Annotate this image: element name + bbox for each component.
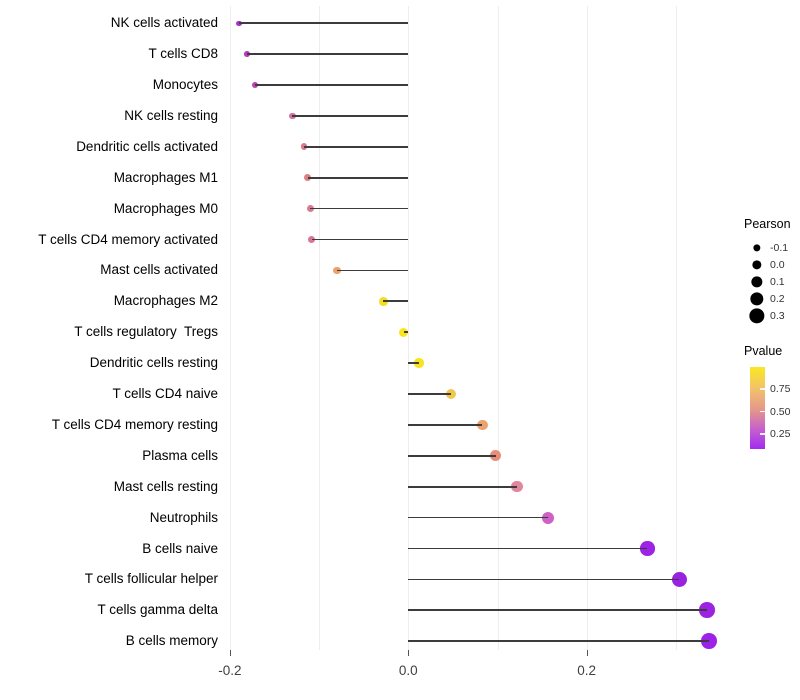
data-point-dot bbox=[640, 541, 655, 556]
pvalue-legend-label: 0.25 bbox=[770, 428, 791, 440]
y-axis-label: Mast cells resting bbox=[113, 478, 218, 494]
x-gridline bbox=[319, 6, 321, 650]
lollipop-segment bbox=[336, 269, 409, 272]
data-point-dot bbox=[308, 236, 316, 243]
pearson-legend-label: 0.3 bbox=[770, 309, 785, 322]
lollipop-segment bbox=[246, 53, 409, 55]
lollipop-segment bbox=[292, 115, 409, 117]
data-point-dot bbox=[490, 450, 502, 462]
pearson-legend-label: -0.1 bbox=[770, 241, 789, 254]
x-axis-tick bbox=[229, 650, 231, 656]
x-gridline bbox=[586, 6, 588, 650]
data-point-dot bbox=[446, 388, 457, 399]
data-point-dot bbox=[671, 571, 687, 587]
lollipop-segment bbox=[408, 578, 680, 581]
data-point-dot bbox=[333, 266, 341, 275]
pearson-legend-dot bbox=[753, 243, 761, 252]
y-axis-label: T cells gamma delta bbox=[97, 602, 218, 618]
x-axis-tick-label: 0.0 bbox=[398, 663, 418, 678]
lollipop-segment bbox=[408, 485, 518, 488]
lollipop-segment bbox=[254, 84, 409, 86]
y-axis-label: NK cells activated bbox=[110, 15, 218, 31]
pearson-legend-item: 0.1 bbox=[744, 273, 800, 290]
lollipop-segment bbox=[303, 145, 409, 148]
pvalue-legend-tick bbox=[760, 410, 765, 412]
y-axis-label: B cells naive bbox=[142, 540, 218, 556]
pvalue-color-legend: Pvalue 0.75 0.50 0.25 bbox=[744, 344, 800, 449]
lollipop-segment bbox=[310, 207, 409, 210]
x-gridline bbox=[497, 6, 499, 650]
lollipop-segment bbox=[408, 516, 549, 519]
pearson-legend-dot bbox=[749, 307, 765, 324]
y-axis-label: Neutrophils bbox=[149, 509, 218, 525]
pearson-legend-item: 0.2 bbox=[744, 290, 800, 307]
lollipop-segment bbox=[238, 22, 409, 25]
pvalue-legend-label: 0.50 bbox=[770, 405, 791, 418]
y-axis-label: Monocytes bbox=[152, 77, 218, 92]
data-point-dot bbox=[542, 511, 555, 524]
pvalue-legend-title: Pvalue bbox=[744, 344, 783, 358]
pearson-legend-dot bbox=[751, 275, 763, 288]
lollipop-segment bbox=[408, 454, 496, 457]
pearson-legend-label: 0.2 bbox=[770, 292, 785, 305]
data-point-dot bbox=[236, 20, 242, 26]
x-axis-tick-label: 0.2 bbox=[577, 663, 597, 678]
x-axis-tick-label: -0.2 bbox=[218, 663, 242, 678]
lollipop-segment bbox=[408, 424, 483, 426]
pvalue-gradient-wrap: 0.75 0.50 0.25 bbox=[750, 367, 800, 449]
y-axis-label: T cells regulatory Tregs bbox=[74, 324, 218, 340]
y-axis-label: Plasma cells bbox=[142, 447, 218, 463]
pearson-legend-title: Pearson bbox=[744, 217, 791, 231]
data-point-dot bbox=[701, 633, 717, 650]
data-point-dot bbox=[306, 205, 314, 213]
y-axis-label: Dendritic cells activated bbox=[76, 138, 218, 154]
lollipop-segment bbox=[408, 393, 452, 395]
pearson-legend-label: 0.0 bbox=[770, 258, 785, 271]
data-point-dot bbox=[511, 480, 523, 493]
data-point-dot bbox=[252, 82, 258, 88]
pearson-legend-item: -0.1 bbox=[744, 239, 800, 256]
pearson-size-legend: Pearson -0.1 0.0 0.1 0.2 0.3 bbox=[744, 217, 800, 324]
y-axis-label: T cells CD4 memory resting bbox=[51, 416, 218, 432]
pvalue-legend-tick bbox=[760, 433, 765, 435]
pearson-legend-item: 0.3 bbox=[744, 307, 800, 324]
x-gridline bbox=[675, 6, 677, 650]
y-axis-label: B cells memory bbox=[125, 633, 218, 649]
pearson-legend-dot bbox=[752, 259, 762, 270]
y-axis-label: NK cells resting bbox=[124, 107, 218, 123]
x-gridline bbox=[408, 6, 410, 650]
pvalue-legend-label: 0.75 bbox=[770, 383, 791, 395]
y-axis-label: T cells CD8 bbox=[148, 46, 218, 62]
x-axis-tick bbox=[586, 650, 588, 656]
pearson-legend-label: 0.1 bbox=[770, 275, 785, 288]
lollipop-segment bbox=[311, 238, 409, 241]
y-axis-label: Macrophages M1 bbox=[113, 169, 218, 185]
lollipop-segment bbox=[408, 547, 648, 550]
x-axis-tick bbox=[408, 650, 410, 656]
y-axis-label: T cells CD4 naive bbox=[112, 386, 218, 401]
data-point-dot bbox=[304, 174, 311, 182]
lollipop-segment bbox=[403, 331, 409, 334]
pvalue-legend-tick bbox=[760, 388, 765, 390]
y-axis-label: Dendritic cells resting bbox=[89, 355, 218, 371]
y-axis-label: Macrophages M0 bbox=[113, 200, 218, 216]
lollipop-segment bbox=[408, 609, 708, 612]
pvalue-gradient-bar bbox=[750, 367, 765, 449]
lollipop-segment bbox=[408, 640, 709, 643]
lollipop-segment bbox=[307, 176, 409, 179]
y-axis-label: T cells follicular helper bbox=[84, 571, 218, 587]
pearson-legend-item: 0.0 bbox=[744, 256, 800, 273]
y-axis-label: T cells CD4 memory activated bbox=[38, 231, 218, 247]
lollipop-segment bbox=[383, 300, 409, 303]
pearson-legend-items: -0.1 0.0 0.1 0.2 0.3 bbox=[744, 239, 800, 324]
y-axis-label: Macrophages M2 bbox=[113, 293, 218, 309]
y-axis-label: Mast cells activated bbox=[100, 262, 218, 278]
lollipop-segment bbox=[408, 362, 419, 364]
pearson-legend-dot bbox=[750, 291, 764, 306]
data-point-dot bbox=[699, 602, 715, 619]
x-gridline bbox=[229, 6, 231, 650]
